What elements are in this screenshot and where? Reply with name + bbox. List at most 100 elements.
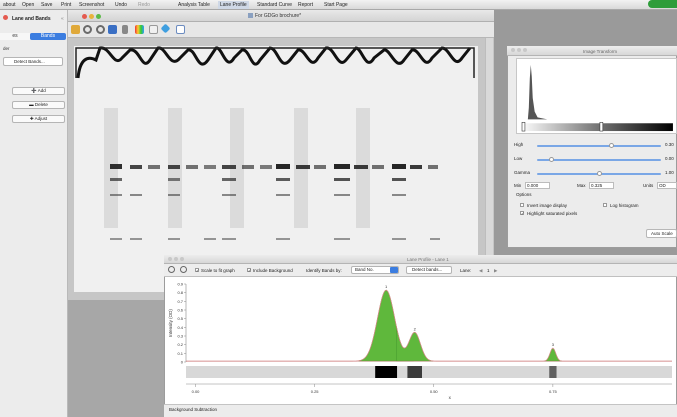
- scale-to-fit-checkbox[interactable]: ✓: [195, 268, 199, 273]
- detect-bands-button[interactable]: Detect bands...: [406, 266, 452, 274]
- zoom-window-icon[interactable]: [523, 48, 527, 52]
- close-window-icon[interactable]: [511, 48, 515, 52]
- gamma-slider-knob[interactable]: [596, 171, 602, 176]
- gel-image[interactable]: [70, 38, 482, 294]
- add-band-button[interactable]: ➕ Add: [12, 87, 65, 95]
- highlight-label: Highlight saturated pixels: [527, 211, 578, 216]
- y-tick-label: 0.7: [177, 299, 183, 304]
- x-tick-label: 0.25: [311, 389, 320, 394]
- log-histogram-checkbox[interactable]: [603, 203, 607, 207]
- close-window-icon[interactable]: [3, 15, 8, 20]
- workspace-background: [68, 300, 164, 417]
- color-palette-icon[interactable]: [135, 25, 144, 34]
- lane-profile-window: [164, 255, 677, 417]
- high-slider-knob[interactable]: [608, 143, 614, 148]
- menu-item-open[interactable]: Open: [22, 2, 35, 8]
- menu-item-save[interactable]: Save: [41, 2, 53, 8]
- invert-checkbox[interactable]: [520, 203, 524, 207]
- minus-icon: ▬: [29, 102, 35, 107]
- menu-item-lane-profile[interactable]: Lane Profile: [218, 1, 249, 9]
- zoom-in-icon[interactable]: [168, 266, 175, 273]
- menu-item-redo[interactable]: Redo: [138, 2, 150, 8]
- zoom-out-icon[interactable]: [180, 266, 187, 273]
- high-label: High: [514, 142, 524, 147]
- gamma-label: Gamma: [514, 170, 531, 175]
- adjust-band-button[interactable]: ✚ Adjust: [12, 115, 65, 123]
- menu-item-analysis-table[interactable]: Analysis Table: [178, 2, 210, 8]
- close-window-icon[interactable]: [168, 257, 172, 261]
- low-slider[interactable]: [537, 159, 661, 161]
- menu-item-report[interactable]: Report: [298, 2, 314, 8]
- menu-item-screenshot[interactable]: Screenshot: [79, 2, 105, 8]
- tab-bands[interactable]: Bands: [30, 33, 66, 40]
- profile-line: [186, 289, 672, 362]
- previous-lane-icon[interactable]: ◀: [479, 268, 483, 273]
- auto-scale-button[interactable]: Auto Scale: [646, 229, 677, 238]
- detect-bands-button[interactable]: Detect Bands...: [3, 57, 63, 66]
- highlight-checkbox[interactable]: ✓: [520, 211, 525, 216]
- include-background-label: Include Background: [253, 268, 293, 273]
- lane-number: 1: [487, 268, 490, 273]
- zoom-window-icon[interactable]: [180, 257, 184, 261]
- identify-bands-select[interactable]: Band No.: [351, 266, 399, 274]
- menu-item-undo[interactable]: Undo: [115, 2, 127, 8]
- y-tick-label: 0.6: [177, 308, 183, 313]
- minimize-window-icon[interactable]: [89, 14, 94, 19]
- checkmark-icon: ✓: [248, 268, 252, 273]
- background-subtraction-bar: [164, 404, 677, 417]
- lane-profile-titlebar: [164, 255, 677, 264]
- min-field[interactable]: 0.000: [525, 182, 550, 189]
- low-slider-knob[interactable]: [549, 157, 555, 162]
- x-tick-label: 0.50: [430, 389, 439, 394]
- peak-label: 1: [385, 284, 388, 289]
- include-background-checkbox[interactable]: ✓: [247, 268, 252, 273]
- max-field[interactable]: 0.325: [589, 182, 614, 189]
- document-titlebar: [68, 10, 494, 22]
- move-icon: ✚: [29, 116, 35, 121]
- status-indicator: [648, 0, 677, 8]
- options-label: Options: [516, 192, 532, 197]
- next-lane-icon[interactable]: ▶: [494, 268, 498, 273]
- checkmark-icon: ✓: [521, 211, 525, 216]
- gel-vertical-scrollbar[interactable]: [485, 38, 493, 300]
- menu-item-print[interactable]: Print: [61, 2, 72, 8]
- menu-item-standard-curve[interactable]: Standard Curve: [257, 2, 293, 8]
- lane-label: Lane:: [460, 268, 472, 273]
- y-tick-label: 0.5: [177, 316, 183, 321]
- zoom-in-icon[interactable]: [83, 25, 92, 34]
- minimize-window-icon[interactable]: [517, 48, 521, 52]
- high-slider[interactable]: [537, 145, 661, 147]
- invert-label: Invert image display: [527, 203, 568, 208]
- collapse-panel-icon[interactable]: «: [61, 16, 64, 22]
- menu-item-start-page[interactable]: Start Page: [324, 2, 348, 8]
- delete-label: Delete: [34, 102, 48, 107]
- image-transform-icon[interactable]: [149, 25, 158, 34]
- zoom-out-icon[interactable]: [96, 25, 105, 34]
- tab-lanes[interactable]: es: [0, 33, 30, 40]
- adjust-label: Adjust: [34, 116, 48, 121]
- x-tick-label: 0.75: [549, 389, 558, 394]
- open-folder-icon[interactable]: [71, 25, 80, 34]
- peak-label: 2: [414, 326, 417, 331]
- crop-icon[interactable]: [122, 25, 128, 34]
- min-label: Min: [514, 183, 522, 188]
- minimize-window-icon[interactable]: [174, 257, 178, 261]
- menu-item-about[interactable]: about: [3, 2, 16, 8]
- diamond-icon[interactable]: [160, 23, 171, 34]
- units-select[interactable]: OD: [657, 182, 677, 189]
- info-icon[interactable]: [176, 25, 185, 34]
- zoom-window-icon[interactable]: [96, 14, 101, 19]
- panel-title: Lane and Bands: [12, 16, 51, 22]
- identify-bands-label: Identify Bands by:: [306, 268, 342, 273]
- document-icon: [248, 13, 253, 18]
- delete-band-button[interactable]: ▬ Delete: [12, 101, 65, 109]
- close-window-icon[interactable]: [82, 14, 87, 19]
- lane-and-bands-panel: [0, 10, 68, 417]
- lane-profile-chart[interactable]: 0.9 0.8 0.7 0.6 0.5 0.4 0.3 0.2 0.1 0 Intensity (O…: [164, 278, 677, 404]
- identify-bands-value: Band No.: [355, 267, 374, 272]
- y-axis-label: Intensity (OD): [168, 309, 173, 337]
- detect-bands-label: Detect Bands...: [14, 59, 45, 64]
- fit-to-window-icon[interactable]: [108, 25, 117, 34]
- log-histogram-label: Log histogram: [610, 203, 639, 208]
- image-transform-titlebar: [507, 46, 677, 56]
